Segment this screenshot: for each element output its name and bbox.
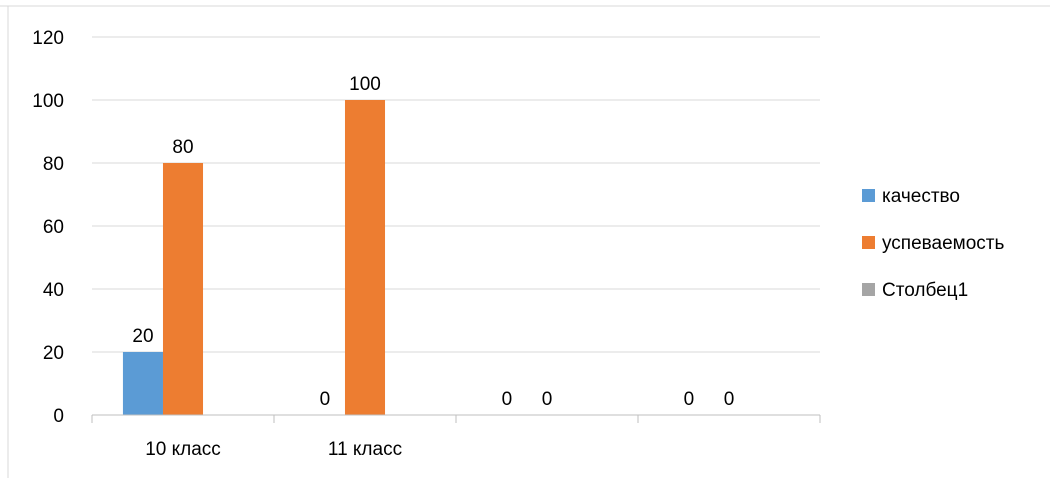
y-tick-label: 60 [43,217,64,238]
legend-swatch [862,189,875,202]
data-label: 0 [502,389,513,410]
x-tick-label: 10 класс [145,439,221,460]
data-label: 20 [132,326,153,347]
y-tick-label: 80 [43,154,64,175]
legend: качество успеваемость Столбец1 [862,186,1004,301]
data-labels: 20 0 0 0 80 100 0 0 [132,74,734,410]
x-tick-label: 11 класс [328,439,402,460]
data-label: 80 [172,137,193,158]
y-tick-label: 20 [43,343,64,364]
data-label: 100 [349,74,381,95]
y-tick-label: 0 [53,406,64,427]
legend-label: Столбец1 [882,280,968,301]
gridlines [92,36,820,353]
bars [122,100,386,415]
y-tick-label: 40 [43,280,64,301]
bar-успеваемость [344,100,386,415]
legend-label: качество [882,186,960,207]
bar-качество [122,352,163,415]
axes: 0 20 40 60 80 100 120 10 класс 11 класс [32,28,821,460]
y-tick-label: 100 [32,91,64,112]
legend-label: успеваемость [882,233,1004,254]
data-label: 0 [724,389,735,410]
data-label: 0 [542,389,553,410]
bar-успеваемость [162,163,204,415]
data-label: 0 [320,389,331,410]
data-label: 0 [684,389,695,410]
y-tick-label: 120 [32,28,64,49]
legend-swatch [862,283,875,296]
legend-swatch [862,236,875,249]
